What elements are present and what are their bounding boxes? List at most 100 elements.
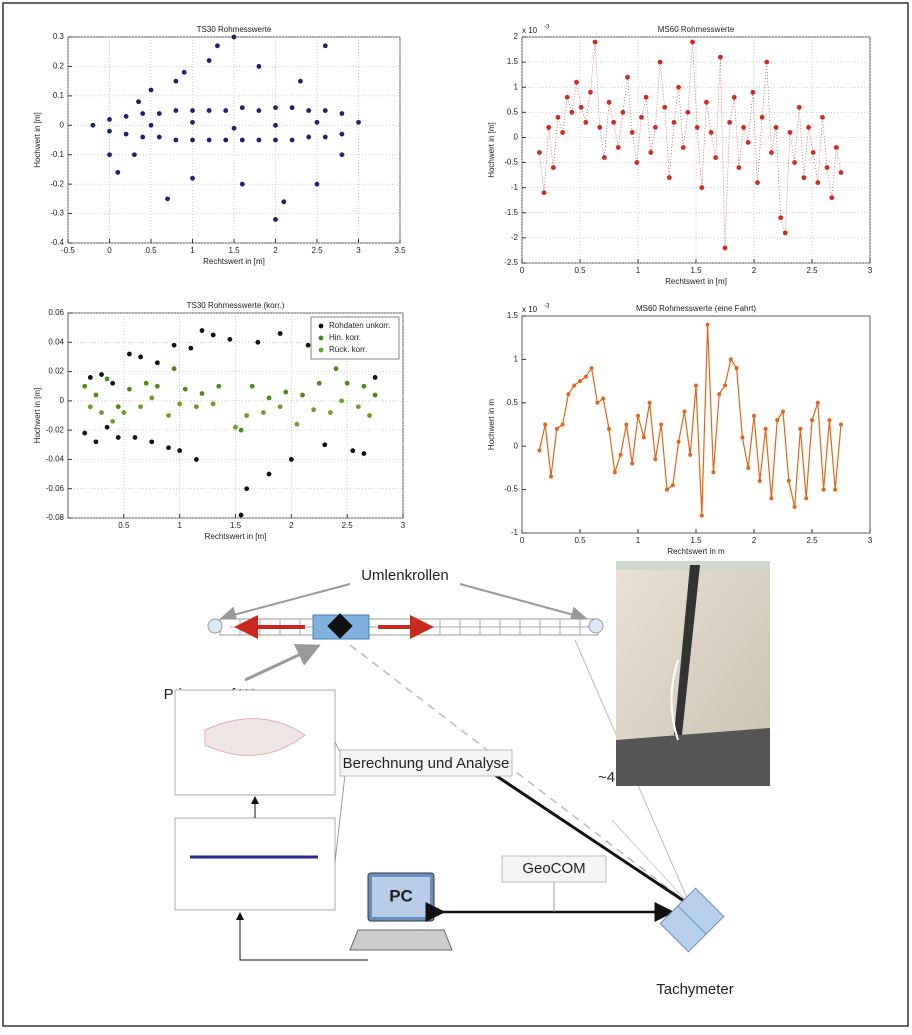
point — [136, 99, 141, 105]
x-tick-label: 3 — [868, 536, 873, 545]
connector — [334, 774, 346, 863]
point — [194, 457, 199, 462]
x-axis-label: Rechtswert in m — [667, 547, 725, 556]
line-marker — [839, 422, 843, 427]
line-marker — [815, 400, 820, 405]
point — [560, 130, 565, 135]
x-tick-label: 0.5 — [574, 266, 586, 275]
point — [322, 108, 328, 113]
line-marker — [699, 513, 704, 518]
point — [190, 108, 195, 113]
line-marker — [740, 435, 745, 440]
point — [801, 175, 807, 181]
point — [727, 119, 733, 125]
point — [244, 486, 250, 492]
point — [541, 190, 547, 196]
line-marker — [688, 452, 693, 457]
point — [182, 386, 188, 392]
point — [550, 165, 556, 170]
point — [833, 145, 839, 150]
point — [249, 383, 255, 389]
pc-base — [349, 929, 453, 951]
point — [223, 108, 229, 113]
legend-swatch — [318, 347, 324, 353]
y-tick-label: -0.04 — [46, 455, 65, 464]
point — [82, 430, 88, 436]
y-tick-label: -2.5 — [504, 258, 518, 267]
x-tick-label: 0.5 — [574, 536, 586, 545]
x-tick-label: 3 — [868, 266, 873, 275]
line-marker — [734, 366, 739, 371]
point — [328, 410, 333, 415]
point — [666, 175, 672, 181]
line-marker — [612, 470, 617, 475]
y-axis-label: Hochwert in [m] — [487, 122, 496, 178]
point — [764, 59, 770, 65]
point — [156, 134, 162, 140]
point — [657, 59, 663, 65]
point — [717, 54, 723, 60]
y-tick-label: 2 — [514, 32, 519, 41]
point — [838, 170, 844, 176]
point — [750, 89, 756, 95]
point — [322, 134, 328, 140]
y-tick-label: -0.3 — [50, 209, 64, 218]
y-tick-label: 1 — [514, 355, 519, 364]
point — [769, 150, 774, 155]
point — [820, 114, 825, 120]
point — [372, 375, 378, 380]
legend-swatch — [318, 335, 324, 341]
point — [288, 457, 294, 462]
point — [138, 404, 143, 410]
point — [361, 451, 367, 456]
line-marker — [833, 487, 838, 492]
pulley — [207, 618, 223, 634]
y-tick-label: 0.04 — [48, 337, 64, 346]
chart-title: MS60 Rohmesswerte (eine Fahrt) — [636, 304, 756, 313]
point — [615, 145, 621, 150]
point — [671, 119, 677, 125]
legend — [310, 316, 400, 360]
point — [231, 34, 237, 40]
point — [206, 137, 212, 143]
point — [171, 366, 177, 372]
x-tick-label: 1 — [636, 536, 641, 545]
point — [736, 165, 742, 170]
point — [90, 122, 96, 128]
point — [306, 134, 312, 140]
analysis-label: Berechnung und Analyse — [343, 755, 510, 772]
point — [294, 421, 300, 427]
y-tick-label: 0 — [514, 133, 519, 142]
y-tick-label: 0.1 — [53, 91, 65, 100]
y-tick-label: 0.5 — [507, 107, 519, 116]
point — [289, 137, 295, 143]
line-marker — [763, 426, 768, 431]
x-axis-label: Rechtswert in [m] — [203, 257, 265, 266]
point — [713, 155, 719, 160]
x-tick-label: 2.5 — [806, 536, 818, 545]
point — [306, 108, 312, 113]
line-marker — [601, 396, 606, 401]
line-marker — [792, 504, 797, 509]
line-marker — [676, 439, 681, 444]
point — [115, 169, 121, 175]
point — [601, 155, 607, 160]
point — [583, 119, 589, 125]
point — [653, 125, 658, 130]
point — [256, 108, 262, 113]
y-tick-label: -0.06 — [46, 484, 65, 493]
point — [339, 111, 345, 116]
line-marker — [589, 366, 594, 371]
point — [216, 383, 222, 389]
y-tick-label: 0 — [60, 396, 65, 405]
y-axis-label: Hochwert in [m] — [33, 388, 42, 444]
photo-edge — [616, 728, 770, 786]
point — [104, 376, 110, 382]
line-marker — [670, 483, 675, 488]
y-tick-label: -0.1 — [50, 150, 64, 159]
line-marker — [549, 474, 553, 479]
point — [166, 413, 171, 418]
point — [171, 342, 177, 348]
point — [606, 99, 612, 105]
